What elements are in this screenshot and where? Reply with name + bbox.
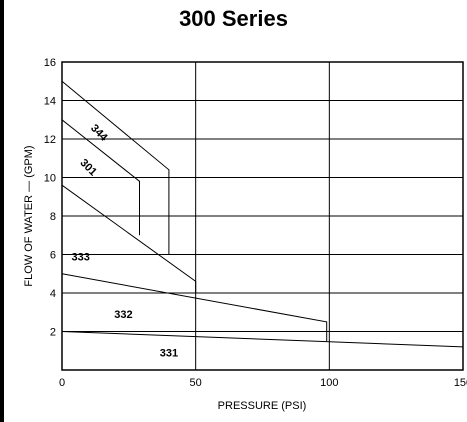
x-tick-label: 0 <box>59 377 65 389</box>
y-tick-label: 16 <box>44 57 56 69</box>
series-line-344 <box>61 80 170 255</box>
series-line-332 <box>61 273 328 342</box>
y-tick-label: 12 <box>44 134 56 146</box>
series-line-331 <box>61 331 464 348</box>
plot-border <box>61 61 464 371</box>
series-line-301 <box>61 119 140 236</box>
x-tick-label: 100 <box>320 377 338 389</box>
y-axis-label: FLOW OF WATER — (GPM) <box>23 145 35 286</box>
y-tick-label: 14 <box>44 96 56 108</box>
left-border <box>0 0 4 422</box>
x-axis-label: PRESSURE (PSI) <box>218 400 307 412</box>
x-tick-label: 50 <box>190 377 202 389</box>
series-lines <box>61 80 464 348</box>
y-tick-label: 10 <box>44 173 56 185</box>
series-label-344: 344 <box>88 122 110 144</box>
series-line-333 <box>61 184 197 293</box>
x-tick-label: 150 <box>454 377 467 389</box>
y-tick-label: 6 <box>50 250 56 262</box>
series-labels: 344 301 333 332 331 <box>72 122 179 359</box>
tick-labels: 2 4 6 8 10 12 14 16 0 50 100 150 <box>44 57 467 389</box>
series-label-301: 301 <box>77 157 98 178</box>
y-tick-label: 2 <box>50 327 56 339</box>
plot-area-border <box>61 61 464 371</box>
series-label-333: 333 <box>72 251 90 263</box>
series-label-332: 332 <box>114 309 132 321</box>
y-tick-label: 4 <box>50 288 56 300</box>
series-label-331: 331 <box>160 348 178 360</box>
y-tick-label: 8 <box>50 211 56 223</box>
grid <box>62 62 463 370</box>
chart-title: 300 Series <box>179 6 288 31</box>
